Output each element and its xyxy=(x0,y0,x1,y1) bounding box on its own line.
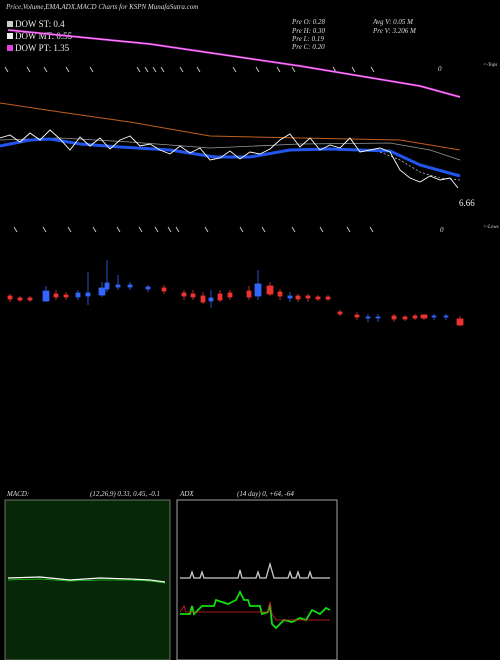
macd-label: MACD: xyxy=(6,490,29,498)
legend-swatch xyxy=(7,45,13,51)
lows-markers xyxy=(13,226,374,233)
stat: Avg V: 0.05 M xyxy=(372,18,414,26)
ema-mid xyxy=(0,137,461,161)
tops-zero: 0 xyxy=(438,65,442,73)
lows-label: <-Lows xyxy=(483,225,499,230)
legend-entry: DOW MT: 0.55 xyxy=(15,31,73,41)
stat: Pre C: 0.20 xyxy=(291,43,325,51)
title: Price,Volume,EMA,ADX,MACD Charts for KSP… xyxy=(5,3,198,11)
tops-markers xyxy=(4,66,375,73)
legend-swatch xyxy=(7,33,13,39)
tops-label: <-Tops xyxy=(483,63,497,68)
legend-entry: DOW PT: 1.35 xyxy=(15,43,70,53)
di-plus xyxy=(180,589,331,630)
stat: Pre O: 0.28 xyxy=(291,18,325,26)
lows-zero: 0 xyxy=(440,226,444,234)
adx-line xyxy=(180,561,330,579)
macd-line xyxy=(7,576,166,583)
legend-swatch xyxy=(7,21,13,27)
price-line xyxy=(0,129,459,189)
stat: Pre H: 0.30 xyxy=(291,27,325,35)
ema-short xyxy=(0,137,461,178)
adx-panel xyxy=(176,499,338,660)
candles xyxy=(7,260,464,326)
adx-params: (14 day) 0, +64, -64 xyxy=(237,490,294,498)
signal-line xyxy=(379,151,461,181)
macd-signal xyxy=(7,578,166,584)
pt-line-highlight xyxy=(7,29,461,98)
macd-params: (12,26,9) 0.33, 0.45, -0.1 xyxy=(90,490,160,498)
adx-label: ADX xyxy=(179,490,194,498)
stat: Pre L: 0.19 xyxy=(291,35,324,43)
di-minus xyxy=(179,601,330,621)
stat: Pre V: 3.206 M xyxy=(372,27,417,35)
ema-long xyxy=(0,102,461,151)
legend-entry: DOW ST: 0.4 xyxy=(15,19,65,29)
last-price: 6.66 xyxy=(459,198,475,208)
